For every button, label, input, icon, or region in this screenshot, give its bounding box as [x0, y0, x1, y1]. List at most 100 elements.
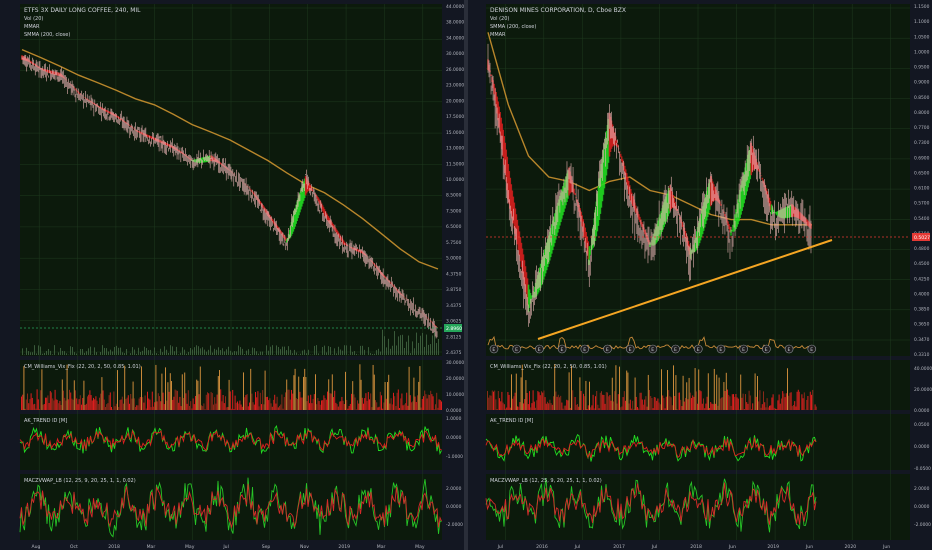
- vixfix-bar: [634, 377, 636, 410]
- earnings-marker[interactable]: [716, 344, 726, 354]
- vixfix-bar: [257, 391, 259, 410]
- right-symbol-title[interactable]: DENISON MINES CORPORATION, D, Cboe BZX: [490, 7, 626, 14]
- vixfix-bar: [599, 392, 601, 410]
- vixfix-bar: [713, 368, 715, 410]
- volume-bar: [124, 353, 125, 355]
- vixfix-bar: [667, 370, 668, 410]
- vixfix-bar: [70, 392, 72, 410]
- left-price-axis[interactable]: 44.0000 38.0000 34.0000 30.0000 26.0000 23.00…: [446, 4, 464, 528]
- vixfix-bar: [142, 397, 144, 410]
- earnings-marker[interactable]: [557, 344, 567, 354]
- right-volume-legend[interactable]: Vol (20): [490, 16, 509, 22]
- vixfix-bar: [563, 405, 565, 410]
- vixfix-bar: [731, 394, 733, 410]
- earnings-marker[interactable]: [603, 344, 612, 354]
- earnings-marker[interactable]: [762, 344, 771, 354]
- vixfix-bar: [615, 365, 617, 410]
- volume-bar: [322, 346, 323, 355]
- earnings-marker[interactable]: [580, 344, 590, 354]
- left-symbol-title[interactable]: ETFS 3X DAILY LONG COFFEE, 240, MIL: [24, 7, 141, 14]
- right-trend-label[interactable]: AK_TREND ID [M]: [490, 418, 533, 424]
- price-tick-label: 30.0000: [446, 51, 464, 57]
- vixfix-bar: [430, 390, 432, 410]
- vixfix-bar: [283, 397, 285, 410]
- left-macd-label[interactable]: MACZVWAP_LB (12, 25, 9, 20, 25, 1, 1, 0.…: [24, 478, 136, 484]
- vixfix-bar: [409, 395, 411, 410]
- right-chart-window[interactable]: E E E E E E E E E E E E E E E DENISON MINES CORPORATIO…: [485, 4, 932, 550]
- left-smma-legend[interactable]: SMMA (200, close): [24, 32, 70, 38]
- price-tick-label: 23.0000: [446, 83, 464, 89]
- left-chart-window[interactable]: ETFS 3X DAILY LONG COFFEE, 240, MIL Vol …: [19, 4, 464, 550]
- vixfix-bar: [123, 403, 124, 410]
- right-macd-label[interactable]: MACZVWAP_LB (12, 25, 9, 20, 25, 1, 1, 0.…: [490, 478, 602, 484]
- earnings-marker[interactable]: [671, 344, 680, 354]
- right-vixfix-label[interactable]: CM_Williams_Vix_Fix (22, 20, 2, 50, 0.85…: [490, 364, 607, 370]
- earnings-marker[interactable]: [625, 344, 635, 354]
- volume-bar: [148, 350, 149, 355]
- volume-bar: [94, 347, 95, 355]
- price-tick-label: 20.0000: [446, 98, 464, 104]
- vixfix-bar: [411, 402, 412, 410]
- earnings-marker[interactable]: [535, 344, 544, 354]
- vixfix-bar: [93, 397, 94, 410]
- vixfix-bar: [661, 369, 662, 410]
- volume-bar: [340, 349, 341, 355]
- volume-bar: [106, 348, 107, 355]
- vixfix-bar: [307, 395, 309, 410]
- volume-bar: [416, 332, 417, 355]
- vixfix-bar: [589, 381, 590, 410]
- volume-bar: [84, 352, 85, 355]
- window-divider[interactable]: [464, 0, 468, 550]
- volume-bar: [260, 351, 261, 355]
- vixfix-bar: [267, 396, 268, 410]
- left-trend-label[interactable]: AK_TREND ID [M]: [24, 418, 67, 424]
- vixfix-bar: [172, 399, 174, 410]
- earnings-marker[interactable]: [807, 344, 817, 354]
- left-vixfix-label[interactable]: CM_Williams_Vix_Fix (22, 20, 2, 50, 0.85…: [24, 364, 141, 370]
- right-time-axis[interactable]: Jul 2016 Jul 2017 Jul 2018 Jun 2019 Jun 2020 Jun: [497, 544, 891, 550]
- vixfix-bar: [591, 405, 593, 410]
- vixfix-bar: [791, 406, 793, 410]
- vixfix-bar: [567, 400, 569, 410]
- price-tick-label: 5.0000: [446, 256, 462, 262]
- right-trendline[interactable]: [537, 239, 833, 340]
- vixfix-bar: [351, 393, 352, 410]
- volume-bar: [74, 352, 75, 355]
- volume-bar: [220, 350, 221, 355]
- vixfix-bar: [84, 404, 86, 410]
- vixfix-bar: [383, 402, 385, 410]
- vixfix-bar: [711, 403, 713, 410]
- earnings-marker[interactable]: [784, 344, 794, 354]
- right-smma-legend[interactable]: SMMA (200, close): [490, 24, 536, 30]
- earnings-marker[interactable]: [693, 344, 703, 354]
- vixfix-bar: [22, 394, 24, 410]
- vixfix-bar: [363, 403, 364, 410]
- volume-bar: [86, 351, 87, 355]
- left-mmar-legend[interactable]: MMAR: [24, 24, 40, 30]
- vixfix-bar: [640, 392, 642, 410]
- vixfix-bar: [489, 395, 491, 410]
- left-volume-legend[interactable]: Vol (20): [24, 16, 43, 22]
- vixfix-bar: [607, 392, 608, 410]
- vixfix-bar: [628, 403, 630, 410]
- right-mmar-legend[interactable]: MMAR: [490, 32, 506, 38]
- earnings-marker[interactable]: [512, 344, 522, 354]
- vixfix-bar: [397, 389, 399, 410]
- vixfix-bar: [543, 390, 545, 410]
- right-price-axis[interactable]: 1.1500 1.1000 1.0500 1.0000 0.9500 0.9000 0.85…: [914, 4, 932, 528]
- vixfix-bar: [583, 393, 584, 410]
- right-legend: DENISON MINES CORPORATION, D, Cboe BZX V…: [490, 7, 626, 38]
- vixfix-bar: [793, 405, 794, 410]
- earnings-marker[interactable]: [648, 344, 658, 354]
- vixfix-bar: [406, 392, 408, 410]
- vixfix-bar: [100, 393, 102, 410]
- volume-bar: [50, 350, 51, 355]
- left-time-axis[interactable]: Aug Oct 2018 Mar May Jul Sep Nov 2019 Mar May: [32, 544, 425, 550]
- earnings-marker[interactable]: [739, 344, 749, 354]
- volume-bar: [396, 345, 397, 355]
- vixfix-bar: [114, 406, 116, 410]
- vixfix-bar: [754, 373, 756, 410]
- earnings-marker[interactable]: [489, 344, 499, 354]
- indicator-tick-label: 0.0000: [914, 444, 930, 450]
- volume-bar: [62, 350, 63, 355]
